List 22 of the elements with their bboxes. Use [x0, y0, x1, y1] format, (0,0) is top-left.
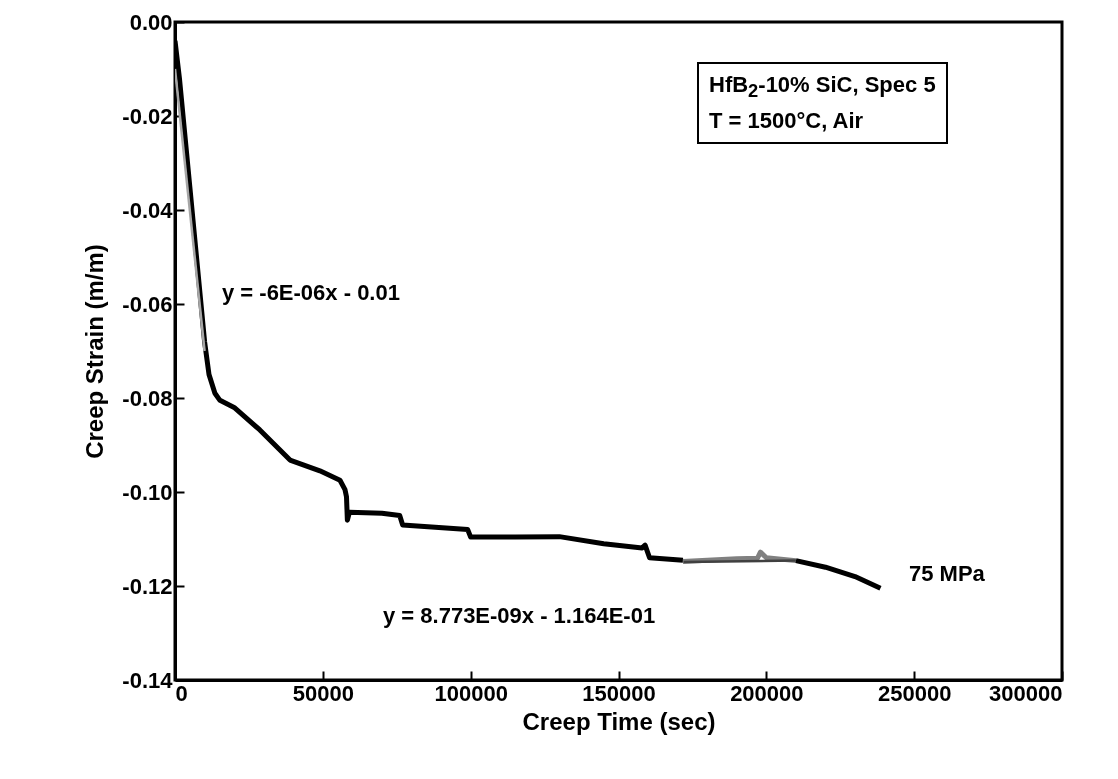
- x-tick-label: 0: [175, 680, 188, 706]
- y-tick-label: -0.06: [122, 291, 173, 317]
- annotation: 75 MPa: [909, 561, 985, 587]
- y-tick-label: -0.08: [122, 385, 173, 411]
- x-tick-label: 150000: [582, 680, 656, 706]
- y-axis-title: Creep Strain (m/m): [81, 244, 109, 459]
- y-tick-label: 0.00: [129, 9, 173, 35]
- y-tick-label: -0.12: [122, 573, 173, 599]
- x-tick-label: 200000: [730, 680, 804, 706]
- x-axis-title: Creep Time (sec): [522, 707, 716, 735]
- y-tick-label: -0.02: [122, 103, 173, 129]
- annotation: y = -6E-06x - 0.01: [222, 280, 400, 306]
- y-tick-label: -0.10: [122, 479, 173, 505]
- annotation: T = 1500°C, Air: [709, 107, 865, 136]
- annotation: HfB$_{2}$-10% SiC, Spec 5: [709, 71, 936, 104]
- x-tick-label: 50000: [292, 680, 354, 706]
- y-tick-label: -0.04: [122, 197, 174, 223]
- x-tick-label: 300000: [989, 680, 1063, 706]
- annotation: y = 8.773E-09x - 1.164E-01: [383, 603, 656, 629]
- x-tick-label: 100000: [434, 680, 508, 706]
- x-tick-label: 250000: [877, 680, 952, 706]
- y-tick-label: -0.14: [122, 667, 174, 693]
